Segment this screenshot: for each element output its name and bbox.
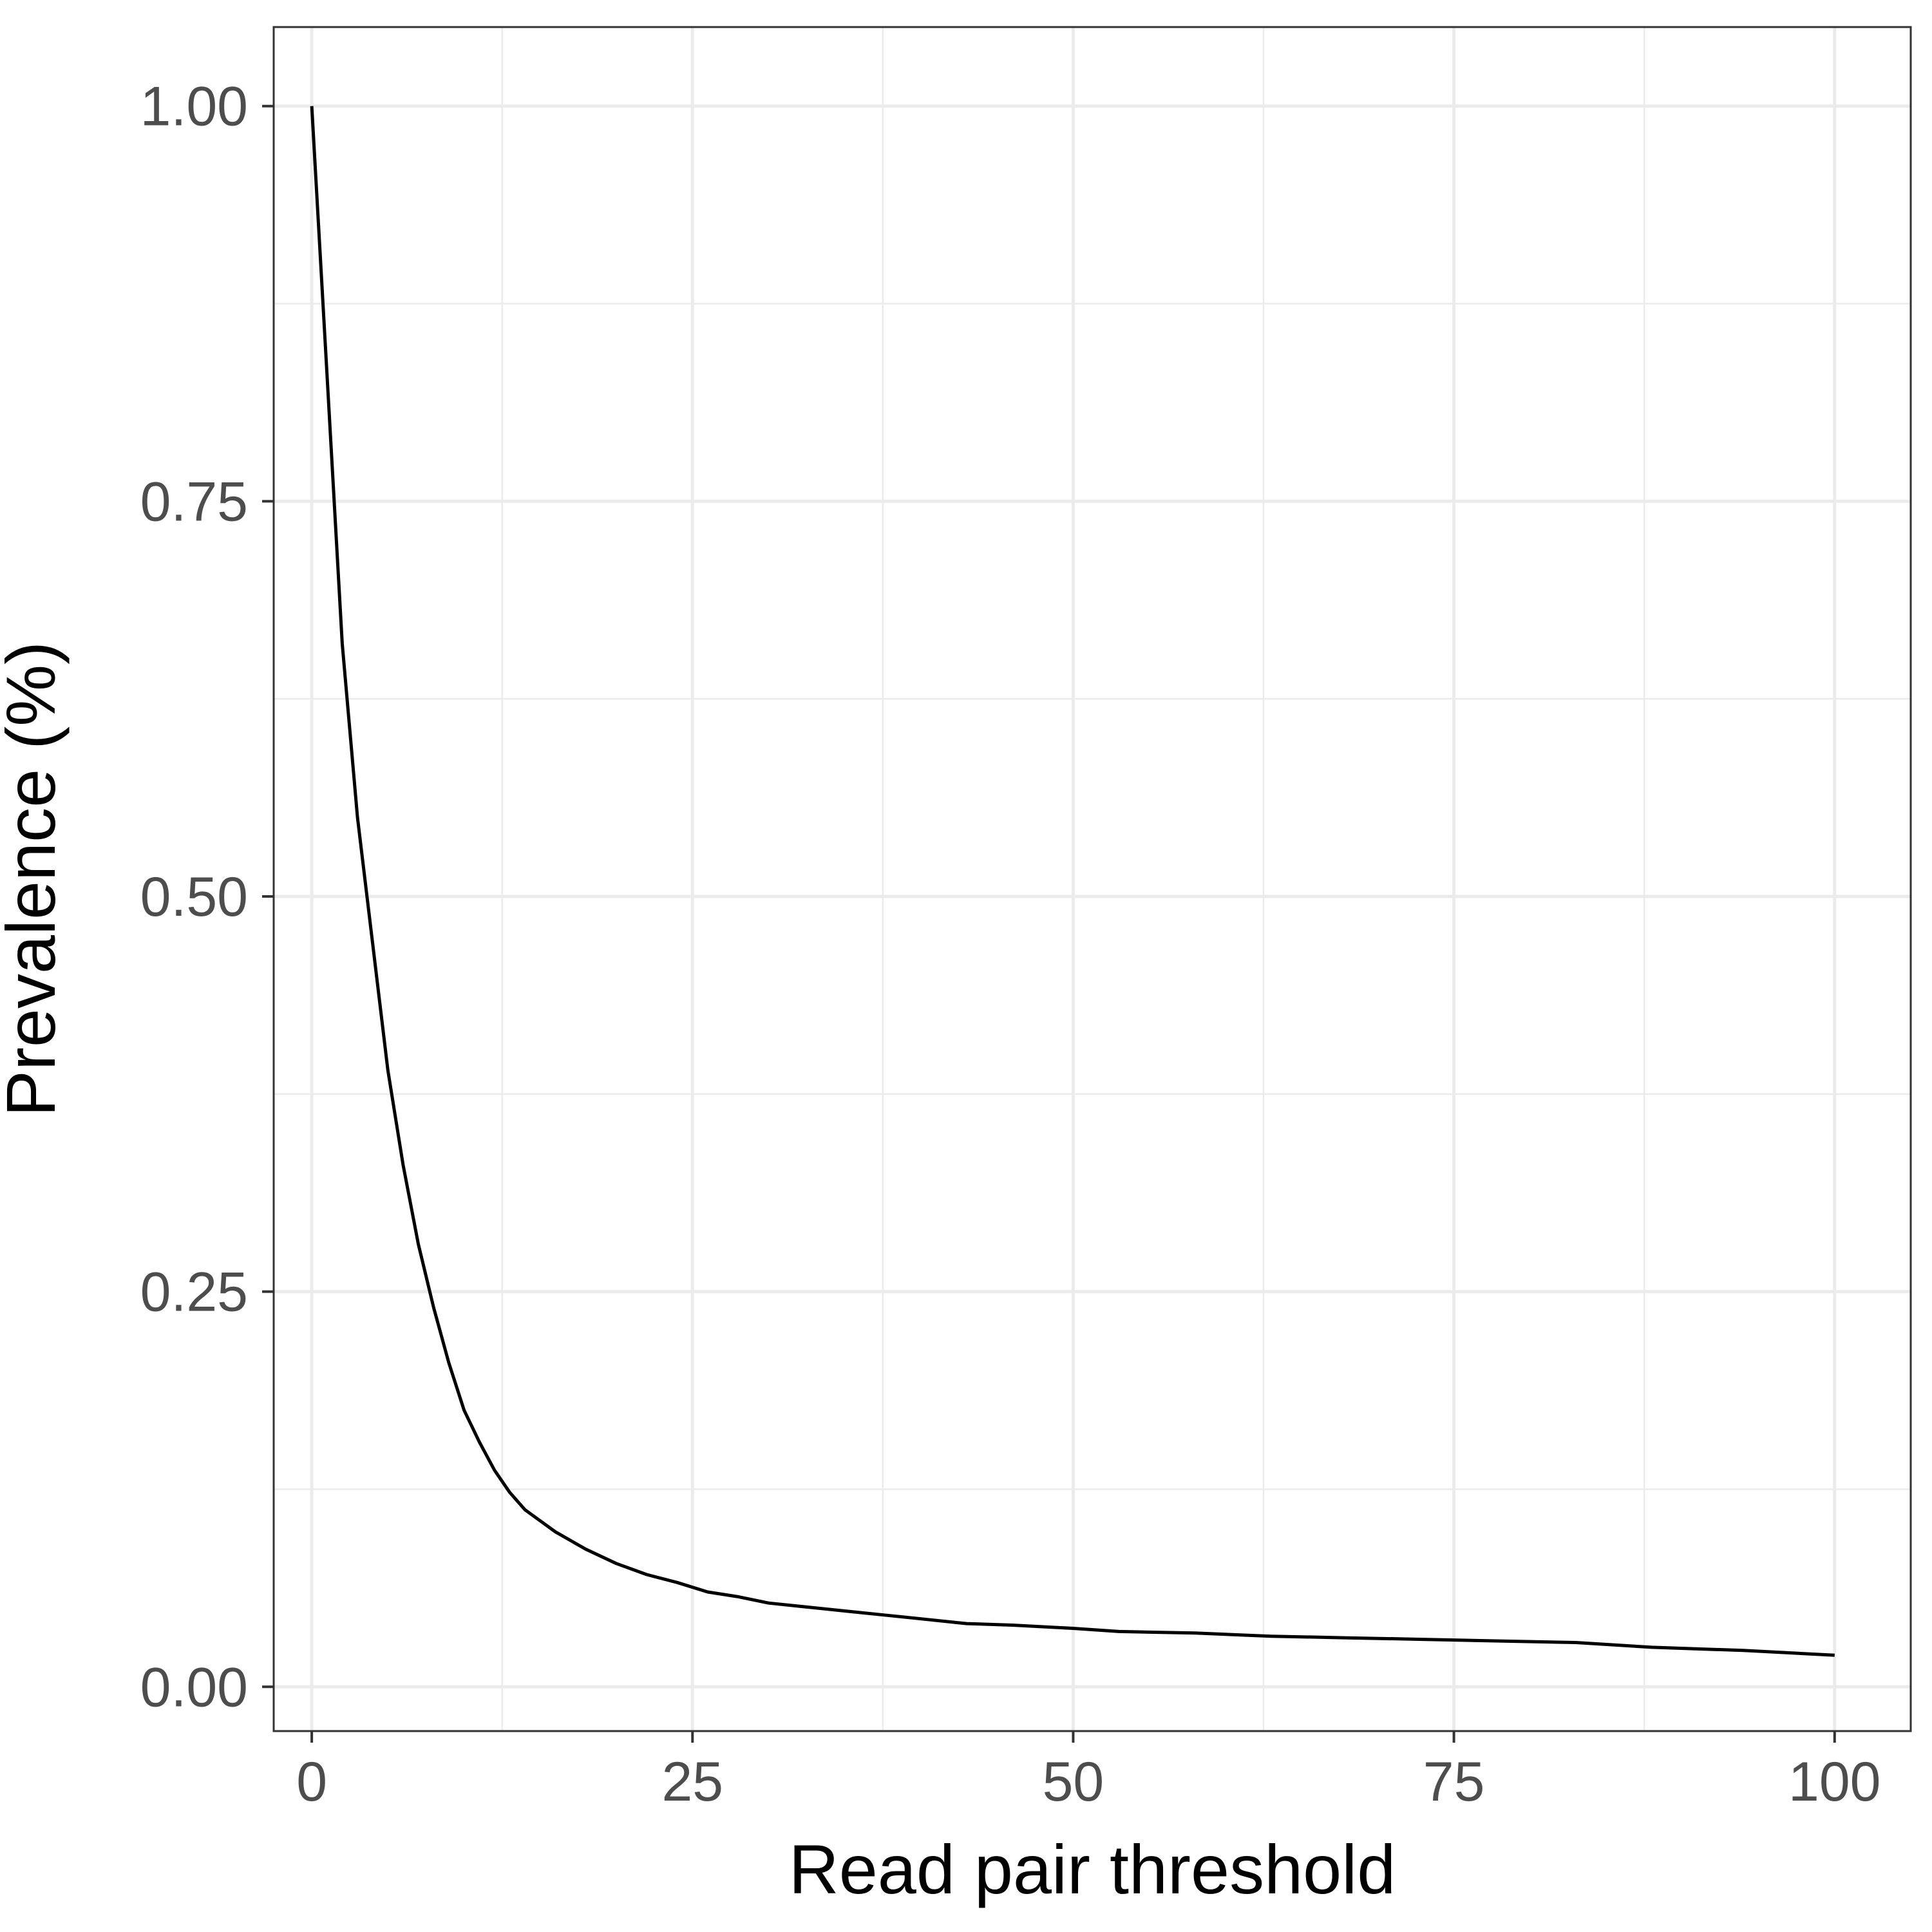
x-axis-title: Read pair threshold [789,1830,1396,1908]
y-tick-label: 0.75 [140,471,248,533]
x-tick-label: 25 [661,1751,723,1813]
major-gridlines [274,27,1911,1731]
x-tick-label: 50 [1043,1751,1104,1813]
x-tick-label: 100 [1788,1751,1881,1813]
x-tick-label: 75 [1423,1751,1485,1813]
y-tick-label: 0.25 [140,1262,248,1323]
y-tick-labels: 0.00 0.25 0.50 0.75 1.00 [140,76,248,1719]
x-tick-label: 0 [296,1751,327,1813]
y-tick-label: 0.00 [140,1656,248,1718]
minor-gridlines [274,27,1911,1731]
y-tick-label: 1.00 [140,76,248,138]
series-line-0 [310,106,1835,1657]
panel-border [272,26,1912,1732]
y-axis-title: Prevalence (%) [0,641,70,1117]
y-tick-label: 0.50 [140,866,248,928]
x-tick-labels: 0 25 50 75 100 [296,1751,1880,1813]
series-layer [310,106,1835,1657]
axis-ticks [262,104,1836,1743]
